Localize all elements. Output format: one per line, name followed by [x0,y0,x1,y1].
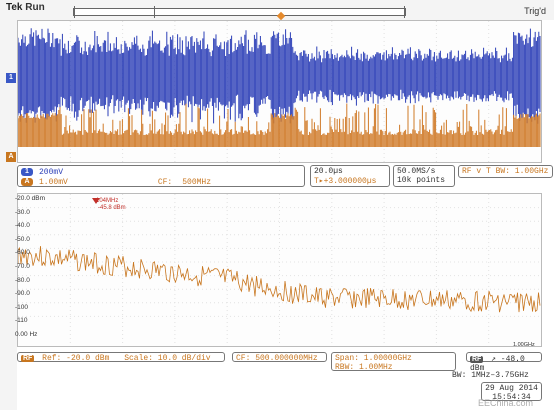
center-frequency: CF: 500.000000MHz [236,354,318,363]
datetime-readout: 29 Aug 2014 15:54:34 [481,382,542,402]
marker-level: -45.8 dBm [98,205,126,211]
left-rail [0,20,17,410]
ch1-waveform-trace [17,28,541,124]
timebase-scale: 20.0µs [314,167,343,176]
status-bar: Tek Run Trig'd [0,0,554,21]
ch1-scale: 200mV [39,167,64,177]
vertical-scale: Scale: 10.0 dB/div [124,354,211,363]
rf-mode-label: RF v T BW: 1.00GHz [462,167,549,176]
trigger-readout[interactable]: RF ↗ -48.0 dBm [466,352,542,373]
y-axis-tick-label: -110 [15,317,28,325]
marker-frequency: 104MHz [96,198,119,204]
cha-badge: A [21,178,33,186]
run-state[interactable]: Run [25,2,45,13]
acquisition-readout[interactable]: 50.0MS/s 10k points [393,165,455,187]
y-axis-tick-label: -90.0 [15,290,30,298]
record-tick [154,6,155,18]
y-axis-tick-label: -20.0 dBm [15,195,45,202]
record-length: 10k points [397,176,446,185]
brand-label: Tek [6,2,23,13]
y-axis-tick-label: -40.0 [15,222,30,230]
ref-level: Ref: -20.0 dBm [42,354,110,363]
trigger-level: ↗ -48.0 dBm [470,355,525,373]
timebase-readout[interactable]: 20.0µs T▸+3.000000µs [310,165,390,187]
y-axis-tick-label: -70.0 [15,263,30,270]
trigger-rf-badge: RF [470,356,484,363]
span-value: Span: 1.00000GHz [335,354,412,363]
bandwidth-readout: BW: 1MHz–3.75GHz [452,371,529,380]
trigger-status: Trig'd [524,6,546,16]
timebase-offset: T▸+3.000000µs [314,177,377,186]
ch1-ground-marker[interactable]: 1 [6,73,16,83]
watermark-text: EEChina.com [478,398,534,408]
y-axis-tick-label: -30.0 [15,208,30,216]
record-end-tick [404,6,405,18]
waveform-display[interactable] [17,20,542,163]
cf-label: CF: [157,177,173,187]
y-axis-tick-label: 0.00 Hz [15,331,38,338]
rbw-value: RBW: 1.00MHz [335,363,393,372]
y-axis-tick-label: -100 [15,303,29,311]
rf-badge: RF [21,355,35,362]
spectrum-display[interactable] [17,193,542,347]
x-axis-end-label: 1.00GHz [513,342,535,348]
time-label: 15:54:34 [492,393,531,402]
channel-info-band: 1 200mV A 1.00mV CF: 500MHz 20.0µs T▸+3.… [17,165,553,191]
record-start-tick [74,6,75,18]
sample-rate: 50.0MS/s [397,167,436,176]
cha-waveform-trace [17,103,541,147]
trigger-position-icon[interactable] [276,11,286,21]
y-axis-tick-label: -50.0 [15,235,30,243]
marker-triangle-icon [92,198,100,204]
waveform-svg [17,21,541,162]
date-label: 29 Aug 2014 [485,384,538,393]
spectrum-svg [17,194,541,346]
ch1-badge: 1 [21,168,33,176]
cha-ground-marker[interactable]: A [6,152,16,162]
center-frequency-readout[interactable]: CF: 500.000000MHz [232,352,327,363]
span-readout[interactable]: Span: 1.00000GHz RBW: 1.00MHz [331,352,456,372]
record-view-bar[interactable] [73,6,406,21]
cha-scale: 1.00mV [39,177,68,187]
cf-value: 500MHz [182,177,212,187]
spectrum-trace [17,246,541,313]
reference-level-readout[interactable]: RF Ref: -20.0 dBm Scale: 10.0 dB/div [17,352,225,363]
y-axis-tick-label: -80.0 [15,276,30,284]
rf-mode-readout[interactable]: RF v T BW: 1.00GHz [458,165,553,178]
channel-readout[interactable]: 1 200mV A 1.00mV CF: 500MHz [17,165,305,187]
scope-brand: Tek Run [6,2,45,13]
y-axis-tick-label: -60.0 [15,249,30,257]
